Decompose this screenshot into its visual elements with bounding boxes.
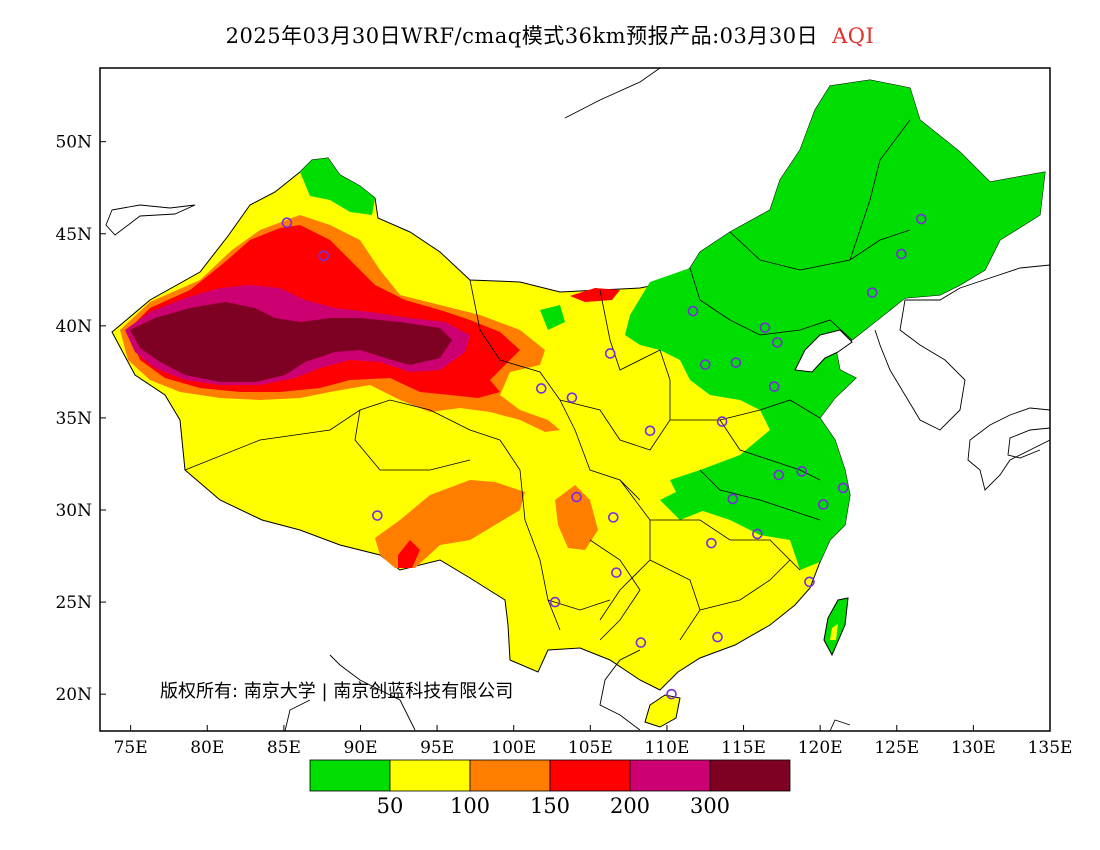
legend-swatch bbox=[549, 759, 631, 792]
station-marker bbox=[866, 287, 878, 298]
plot-frame bbox=[99, 67, 1051, 732]
station-marker bbox=[768, 381, 780, 392]
y-tick-label: 45N bbox=[55, 225, 92, 245]
station-marker bbox=[712, 631, 723, 643]
station-marker bbox=[706, 537, 717, 549]
station-marker bbox=[372, 510, 383, 521]
station-marker bbox=[773, 469, 785, 481]
x-tick-label: 130E bbox=[951, 738, 996, 758]
y-axis: 20N 25N 30N 35N 40N 45N 50N bbox=[55, 133, 106, 705]
legend-swatch bbox=[629, 759, 711, 792]
bohai-bay-coastline bbox=[794, 329, 853, 373]
station-marker bbox=[716, 416, 728, 427]
station-marker bbox=[644, 425, 656, 437]
y-tick-label: 20N bbox=[55, 685, 92, 705]
aqi-legend: 50 100 150 200 300 bbox=[309, 759, 791, 818]
title-product: AQI bbox=[832, 24, 875, 48]
station-marker bbox=[752, 528, 763, 540]
station-marker bbox=[604, 348, 616, 359]
station-marker bbox=[687, 305, 699, 317]
legend-swatch bbox=[709, 759, 791, 792]
x-tick-label: 85E bbox=[267, 738, 301, 758]
station-marker bbox=[281, 217, 293, 228]
station-marker bbox=[611, 567, 622, 578]
neighbor-coastlines bbox=[105, 68, 1050, 731]
island-hainan bbox=[644, 694, 681, 728]
green-zone-hexi bbox=[540, 305, 565, 330]
y-tick-label: 30N bbox=[55, 501, 92, 521]
station-marker bbox=[796, 466, 808, 477]
legend-label: 300 bbox=[690, 794, 730, 818]
x-tick-label: 105E bbox=[568, 738, 613, 758]
legend-label: 100 bbox=[450, 794, 490, 818]
legend-swatch bbox=[389, 759, 471, 792]
station-marker bbox=[915, 213, 927, 225]
station-marker bbox=[549, 596, 561, 608]
station-marker bbox=[566, 392, 578, 403]
maroon-zone-taklimakan bbox=[130, 302, 452, 382]
station-marker bbox=[771, 337, 783, 348]
x-tick-label: 100E bbox=[491, 738, 536, 758]
green-zone-hubei bbox=[660, 485, 705, 520]
station-marker bbox=[635, 637, 647, 648]
station-markers bbox=[281, 213, 927, 700]
y-tick-label: 35N bbox=[55, 409, 92, 429]
x-tick-label: 80E bbox=[190, 738, 224, 758]
map-plot-area bbox=[105, 68, 1050, 731]
legend-label: 150 bbox=[530, 794, 570, 818]
x-tick-label: 75E bbox=[114, 738, 148, 758]
x-tick-label: 125E bbox=[874, 738, 919, 758]
legend-swatch bbox=[469, 759, 551, 792]
x-tick-label: 110E bbox=[645, 738, 690, 758]
x-tick-label: 90E bbox=[343, 738, 377, 758]
station-marker bbox=[896, 248, 907, 260]
x-axis: 75E 80E 85E 90E 95E 100E 105E 110E 115E 120E 125E 1… bbox=[114, 725, 1073, 758]
legend-label: 200 bbox=[610, 794, 650, 818]
station-marker bbox=[318, 250, 330, 262]
copyright-text: 版权所有: 南京大学 | 南京创蓝科技有限公司 bbox=[160, 681, 513, 702]
orange-zone-sichuan bbox=[555, 485, 598, 550]
chart-title: 2025年03月30日WRF/cmaq模式36km预报产品:03月30日 AQI bbox=[0, 20, 1100, 50]
red-zone-southwest bbox=[398, 540, 420, 568]
station-marker bbox=[727, 493, 739, 505]
station-marker bbox=[699, 359, 711, 370]
legend-swatch bbox=[309, 759, 391, 792]
y-tick-label: 25N bbox=[55, 593, 92, 613]
station-marker bbox=[608, 512, 619, 523]
station-marker bbox=[730, 357, 742, 368]
station-marker bbox=[571, 491, 582, 503]
station-marker bbox=[804, 576, 815, 588]
station-marker bbox=[535, 383, 547, 394]
island-taiwan-inner bbox=[830, 624, 838, 640]
green-zone-north-xinjiang bbox=[300, 158, 375, 215]
red-zone-inner-mongolia bbox=[570, 288, 620, 302]
x-tick-label: 115E bbox=[721, 738, 766, 758]
legend-label: 50 bbox=[377, 794, 404, 818]
x-tick-label: 135E bbox=[1028, 738, 1073, 758]
station-marker bbox=[759, 322, 771, 333]
station-marker bbox=[837, 482, 849, 494]
title-main: 2025年03月30日WRF/cmaq模式36km预报产品:03月30日 bbox=[225, 24, 819, 48]
x-tick-label: 120E bbox=[798, 738, 843, 758]
station-marker bbox=[666, 688, 677, 700]
x-tick-label: 95E bbox=[420, 738, 454, 758]
y-tick-label: 50N bbox=[55, 133, 92, 153]
station-marker bbox=[817, 499, 829, 510]
y-tick-label: 40N bbox=[55, 317, 92, 337]
